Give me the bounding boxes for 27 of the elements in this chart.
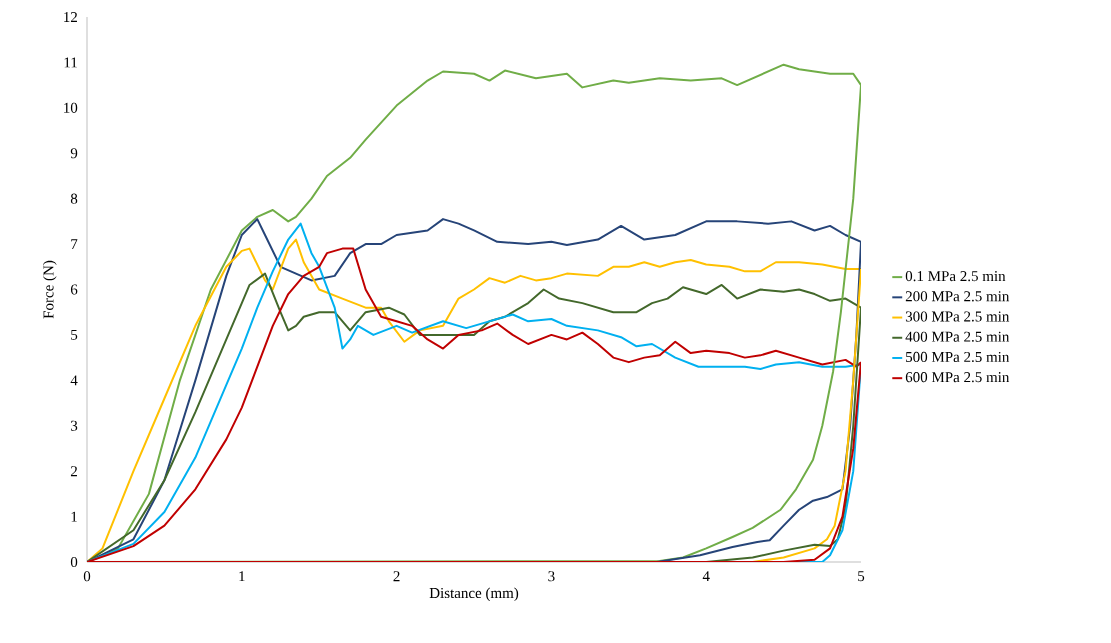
legend-label: 400 MPa 2.5 min [905, 331, 1010, 342]
x-tick-label: 5 [858, 571, 865, 582]
x-tick-label: 4 [702, 571, 710, 582]
x-tick-label: 2 [393, 571, 400, 582]
x-tick-label: 3 [548, 571, 555, 582]
y-tick-label: 1 [71, 511, 77, 522]
y-tick-label: 7 [71, 239, 78, 249]
y-tick-label: 4 [70, 375, 78, 386]
y-tick-label: 6 [70, 284, 78, 295]
legend-label: 200 MPa 2.5 min [905, 291, 1010, 302]
legend-label: 600 MPa 2.5 min [905, 372, 1010, 383]
x-tick-label: 1 [239, 571, 245, 582]
y-tick-label: 3 [71, 420, 78, 431]
y-tick-label: 12 [64, 12, 77, 22]
y-tick-label: 8 [70, 193, 78, 204]
y-tick-label: 11 [64, 57, 77, 68]
y-tick-label: 2 [70, 466, 77, 477]
y-tick-label: 5 [71, 329, 78, 340]
x-tick-label: 0 [83, 571, 91, 582]
y-axis-title: Force (N) [43, 260, 57, 319]
legend-label: 500 MPa 2.5 min [906, 351, 1010, 363]
y-tick-label: 0 [70, 556, 78, 568]
legend-label: 300 MPa 2.5 min [905, 311, 1010, 322]
y-tick-label: 9 [70, 148, 78, 159]
legend-label: 0.1 MPa 2.5 min [905, 271, 1006, 282]
y-tick-label: 10 [64, 102, 78, 113]
x-axis-title: Distance (mm) [429, 587, 519, 602]
